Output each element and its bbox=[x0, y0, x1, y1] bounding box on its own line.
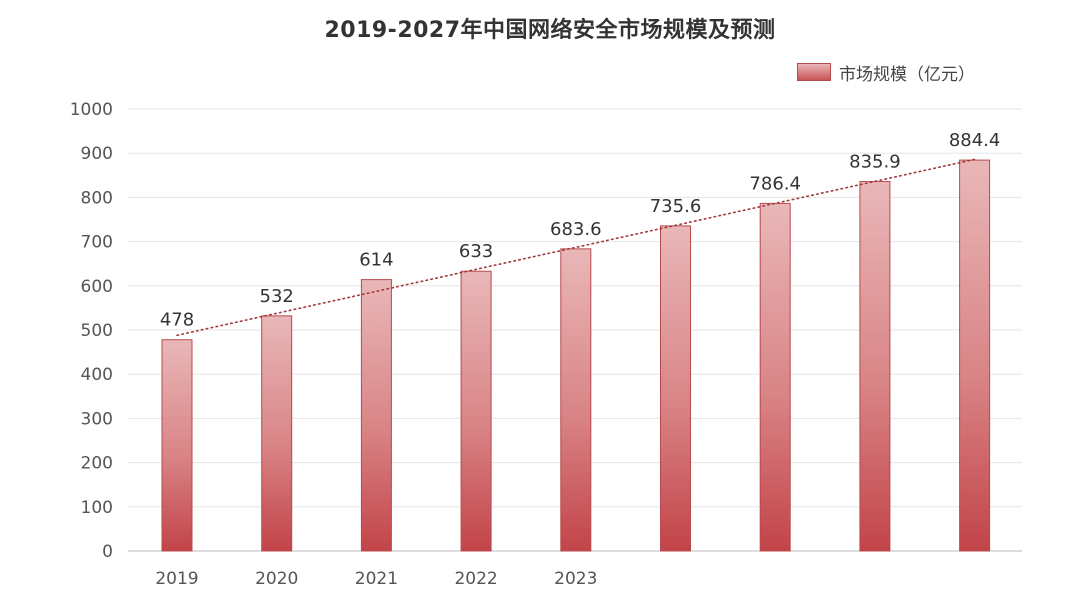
data-label: 614 bbox=[359, 250, 393, 271]
y-tick-label: 600 bbox=[81, 277, 113, 297]
y-tick-label: 0 bbox=[102, 542, 113, 562]
x-tick-label: 2019 bbox=[155, 569, 198, 589]
y-tick-label: 100 bbox=[81, 498, 113, 518]
y-tick-label: 200 bbox=[81, 454, 113, 474]
bar bbox=[959, 159, 991, 552]
legend-swatch bbox=[797, 63, 831, 81]
y-tick-label: 500 bbox=[81, 321, 113, 341]
bar bbox=[660, 225, 691, 552]
y-tick-label: 300 bbox=[81, 409, 113, 429]
bar bbox=[859, 181, 891, 552]
x-tick-label: 2021 bbox=[355, 569, 398, 589]
x-tick-label: 2023 bbox=[554, 569, 597, 589]
y-tick-label: 400 bbox=[81, 365, 113, 385]
bar bbox=[360, 279, 392, 552]
legend-label: 市场规模（亿元） bbox=[839, 64, 975, 85]
y-tick-label: 1000 bbox=[70, 100, 113, 120]
y-tick-label: 900 bbox=[81, 144, 113, 164]
x-tick-label: 2022 bbox=[454, 569, 497, 589]
bar bbox=[560, 248, 592, 552]
bar bbox=[261, 315, 293, 552]
data-label: 735.6 bbox=[650, 196, 702, 217]
bar bbox=[460, 270, 492, 552]
chart-title: 2019-2027年中国网络安全市场规模及预测 bbox=[324, 18, 776, 43]
trendline bbox=[176, 158, 976, 337]
data-label: 633 bbox=[459, 241, 493, 262]
data-label: 683.6 bbox=[550, 219, 602, 240]
data-label: 835.9 bbox=[849, 152, 901, 173]
data-label: 532 bbox=[260, 286, 294, 307]
bar bbox=[759, 202, 791, 552]
data-label: 786.4 bbox=[749, 173, 801, 194]
legend: 市场规模（亿元） bbox=[797, 60, 975, 85]
bar bbox=[161, 339, 193, 552]
y-tick-label: 800 bbox=[81, 188, 113, 208]
x-tick-label: 2020 bbox=[255, 569, 298, 589]
data-label: 478 bbox=[160, 310, 194, 331]
y-tick-label: 700 bbox=[81, 233, 113, 253]
data-label: 884.4 bbox=[949, 130, 1001, 151]
